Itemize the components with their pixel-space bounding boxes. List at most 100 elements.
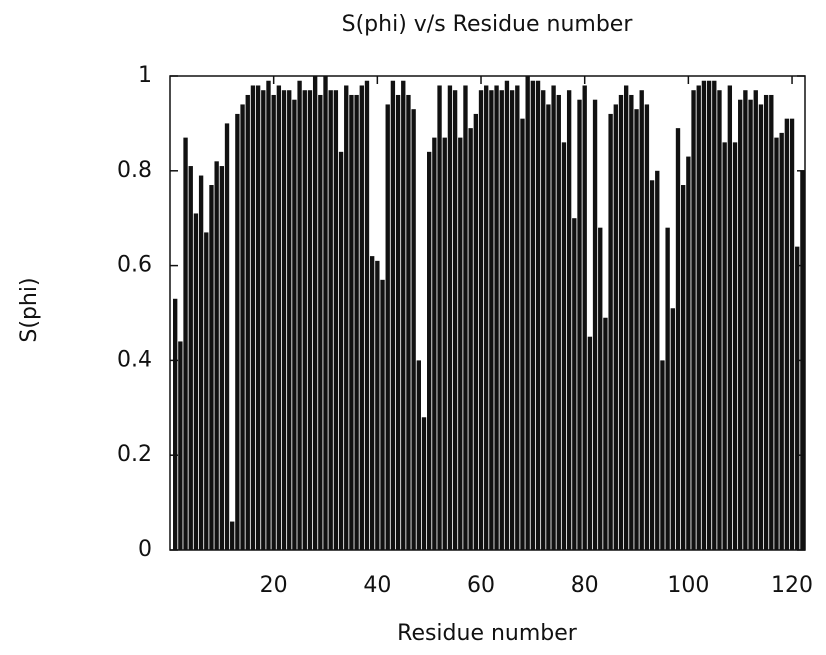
bar (530, 80, 536, 551)
bar (473, 113, 479, 551)
bar (235, 113, 240, 551)
bar (696, 85, 701, 550)
bar (556, 94, 561, 551)
bar (675, 128, 681, 550)
bar (287, 90, 292, 550)
bar (312, 76, 318, 550)
bar (302, 90, 307, 550)
bar (281, 90, 287, 550)
bar (204, 232, 209, 551)
bar (401, 80, 406, 551)
bar (458, 137, 463, 550)
bar (634, 109, 639, 551)
x-tick-label: 40 (363, 573, 391, 598)
bar (743, 90, 748, 550)
bar (738, 99, 743, 550)
bar (406, 94, 411, 551)
y-tick-label: 0.6 (117, 253, 152, 278)
bar (701, 80, 707, 551)
bar (183, 137, 188, 550)
bar (214, 161, 219, 550)
bar (629, 94, 634, 551)
bar (717, 90, 722, 550)
bar (748, 99, 753, 550)
bar (691, 90, 696, 550)
bar (665, 227, 670, 550)
bar (209, 185, 214, 550)
bar (686, 156, 691, 550)
bar (385, 104, 390, 550)
bar (276, 85, 282, 550)
bar (354, 94, 359, 551)
bar (323, 76, 328, 550)
bar (525, 76, 530, 550)
bar (774, 137, 779, 550)
bar (613, 104, 618, 550)
bar (551, 85, 556, 550)
bar (681, 185, 686, 550)
bar (504, 80, 510, 551)
bar (447, 85, 453, 550)
bar (499, 90, 504, 550)
bar (292, 99, 297, 550)
bar (427, 151, 432, 550)
bar (359, 85, 364, 550)
bar (541, 90, 546, 550)
x-tick-label: 80 (571, 573, 599, 598)
bar (603, 317, 608, 550)
y-tick-label: 0.2 (117, 442, 152, 467)
chart-title: S(phi) v/s Residue number (342, 12, 634, 37)
bar (255, 85, 261, 550)
bar (318, 94, 323, 551)
bar (608, 113, 613, 551)
bar (779, 132, 784, 550)
bar (489, 90, 494, 550)
bar (452, 90, 458, 550)
bar (261, 90, 266, 550)
bar (478, 90, 484, 550)
bar (416, 360, 421, 550)
bar (421, 417, 427, 550)
bar (546, 104, 551, 550)
bar (173, 298, 178, 550)
bar (535, 80, 541, 551)
bar (561, 142, 567, 551)
bar (188, 166, 193, 550)
bar (655, 170, 660, 551)
x-tick-label: 60 (467, 573, 495, 598)
y-tick-label: 0.4 (117, 347, 152, 372)
y-tick-label: 0.8 (117, 158, 152, 183)
bar (432, 137, 437, 550)
y-tick-label: 1 (138, 63, 152, 88)
bar (623, 85, 629, 550)
bar (572, 218, 577, 550)
bar (732, 142, 738, 551)
bar (442, 137, 447, 550)
y-axis-label: S(phi) (17, 277, 42, 342)
bar (520, 118, 525, 550)
bar (338, 151, 344, 550)
bar (484, 85, 489, 550)
bar (395, 94, 401, 551)
bar (369, 256, 375, 550)
bar (250, 85, 256, 550)
bar (178, 341, 183, 550)
bar (566, 90, 572, 550)
bar (587, 336, 593, 550)
bar (789, 118, 795, 550)
bar (380, 279, 385, 550)
bar (509, 90, 515, 550)
bar (639, 90, 644, 550)
bar (333, 90, 339, 550)
bar (375, 260, 380, 550)
x-axis-label: Residue number (397, 621, 578, 646)
bar (344, 85, 349, 550)
bar (245, 94, 250, 551)
bar (618, 94, 624, 551)
bar (224, 123, 230, 551)
bar (437, 85, 442, 550)
bar (784, 118, 790, 550)
bar (349, 94, 354, 551)
x-tick-label: 120 (771, 573, 813, 598)
